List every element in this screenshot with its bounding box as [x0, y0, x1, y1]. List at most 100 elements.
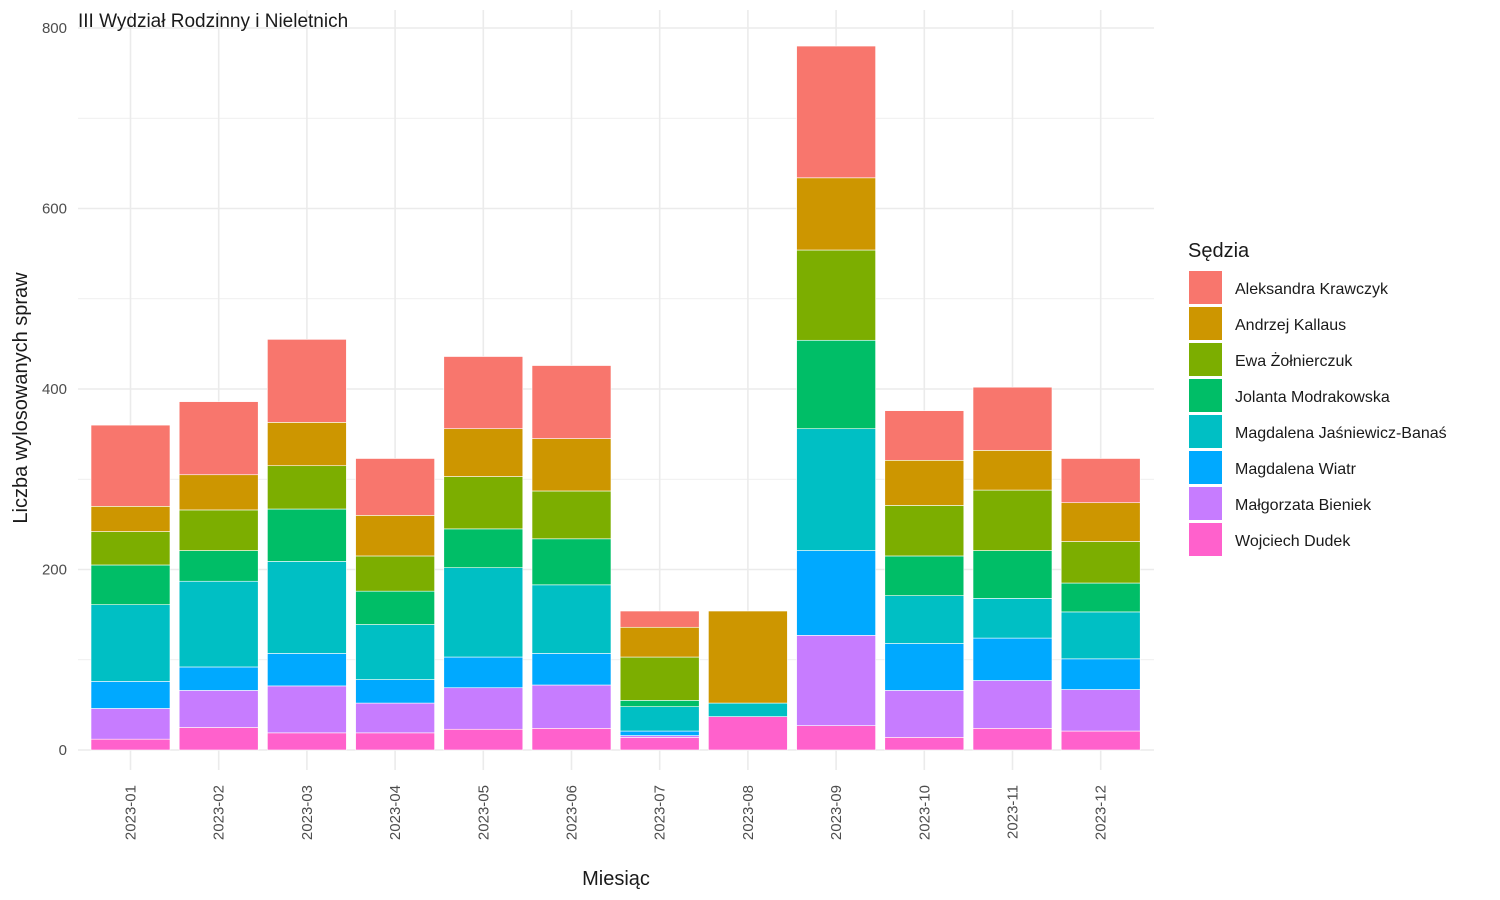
bar-segment [267, 732, 347, 751]
bar-segment [178, 474, 259, 511]
bar-segment [267, 561, 347, 654]
bar-segment [884, 410, 965, 461]
bar-segment [267, 508, 347, 562]
bar-segment [443, 728, 524, 751]
legend: Sędzia Aleksandra Krawczyk Andrzej Kallau… [1188, 240, 1447, 556]
legend-title: Sędzia [1188, 240, 1250, 262]
bar-segment [531, 490, 612, 540]
bar-segment [619, 700, 700, 707]
bar-segment [1060, 611, 1141, 660]
y-tick-label: 600 [42, 201, 67, 218]
bar-segment [178, 509, 259, 551]
x-tick-labels: 2023-01 2023-02 2023-03 2023-04 2023-05 2023-… [123, 785, 1110, 840]
legend-swatch [1189, 343, 1222, 376]
x-tick-label: 2023-09 [828, 785, 845, 840]
bar-segment [796, 725, 876, 751]
bar-segment [1060, 502, 1141, 542]
bar-segment [619, 610, 700, 628]
bar-segment [267, 465, 347, 510]
legend-swatch [1189, 271, 1222, 304]
x-tick-label: 2023-05 [475, 785, 492, 840]
bar-segment [267, 339, 347, 423]
bar-segment [90, 424, 171, 507]
legend-swatch [1189, 451, 1222, 484]
y-tick-label: 800 [42, 20, 67, 37]
bar-segment [178, 580, 259, 668]
bar-segment [443, 567, 524, 658]
legend-swatch [1189, 523, 1222, 556]
bar-segment [90, 506, 171, 532]
bar-segment [443, 656, 524, 689]
legend-swatch [1189, 379, 1222, 412]
bar-segment [796, 635, 876, 726]
x-tick-label: 2023-06 [564, 785, 581, 840]
bar-segment [355, 624, 435, 680]
bar-segment [178, 666, 259, 691]
bar-segment [90, 681, 171, 709]
bar-segment [355, 555, 435, 592]
bar-segment [884, 595, 965, 644]
legend-items: Aleksandra Krawczyk Andrzej Kallaus Ewa Żo… [1189, 271, 1447, 556]
bar-segment [796, 45, 876, 179]
bar-segment [90, 708, 171, 740]
x-tick-label: 2023-02 [211, 785, 228, 840]
legend-label: Andrzej Kallaus [1235, 317, 1346, 334]
bar-segment [1060, 730, 1141, 751]
bar-segment [90, 738, 171, 751]
legend-swatch [1189, 307, 1222, 340]
bar-segment [619, 737, 700, 751]
x-tick-label: 2023-07 [652, 785, 669, 840]
x-tick-label: 2023-04 [387, 785, 404, 840]
bar-segment [796, 428, 876, 551]
bar-segment [972, 598, 1053, 639]
bar-segment [443, 687, 524, 730]
legend-label: Ewa Żołnierczuk [1235, 351, 1353, 370]
bar-segment [443, 528, 524, 568]
bar-segment [1060, 658, 1141, 690]
legend-label: Małgorzata Bieniek [1235, 497, 1372, 514]
y-tick-label: 0 [59, 742, 67, 759]
bar-segment [267, 653, 347, 687]
bar-segment [443, 428, 524, 477]
x-tick-label: 2023-03 [299, 785, 316, 840]
bar-segment [90, 604, 171, 682]
x-axis-title: Miesiąc [582, 868, 650, 890]
bar-segment [796, 550, 876, 636]
bar-segment [708, 702, 788, 717]
bar-segment [972, 450, 1053, 491]
bar-segment [972, 386, 1053, 451]
bar-segment [884, 643, 965, 691]
bar-segment [531, 653, 612, 686]
bars [90, 45, 1141, 751]
bar-segment [531, 365, 612, 439]
legend-label: Jolanta Modrakowska [1235, 389, 1390, 406]
bar-segment [619, 706, 700, 732]
bar-segment [90, 531, 171, 566]
bar-segment [972, 550, 1053, 599]
bar-segment [443, 356, 524, 430]
bar-segment [796, 249, 876, 341]
bar-segment [708, 610, 788, 704]
bar-segment [972, 728, 1053, 751]
bar-segment [178, 550, 259, 582]
bar-segment [1060, 689, 1141, 732]
bar-segment [1060, 582, 1141, 613]
bar-segment [884, 555, 965, 596]
bar-segment [1060, 541, 1141, 584]
legend-label: Wojciech Dudek [1235, 533, 1351, 550]
y-tick-label: 400 [42, 381, 67, 398]
bar-segment [796, 339, 876, 430]
bar-segment [531, 728, 612, 751]
bar-segment [267, 422, 347, 467]
x-tick-label: 2023-12 [1093, 785, 1110, 840]
bar-segment [972, 637, 1053, 681]
y-tick-label: 200 [42, 562, 67, 579]
bar-segment [1060, 458, 1141, 504]
legend-label: Magdalena Jaśniewicz-Banaś [1235, 425, 1447, 442]
legend-swatch [1189, 415, 1222, 448]
x-tick-label: 2023-11 [1005, 785, 1022, 839]
bar-segment [619, 626, 700, 658]
bar-segment [531, 584, 612, 654]
legend-label: Magdalena Wiatr [1235, 461, 1357, 478]
